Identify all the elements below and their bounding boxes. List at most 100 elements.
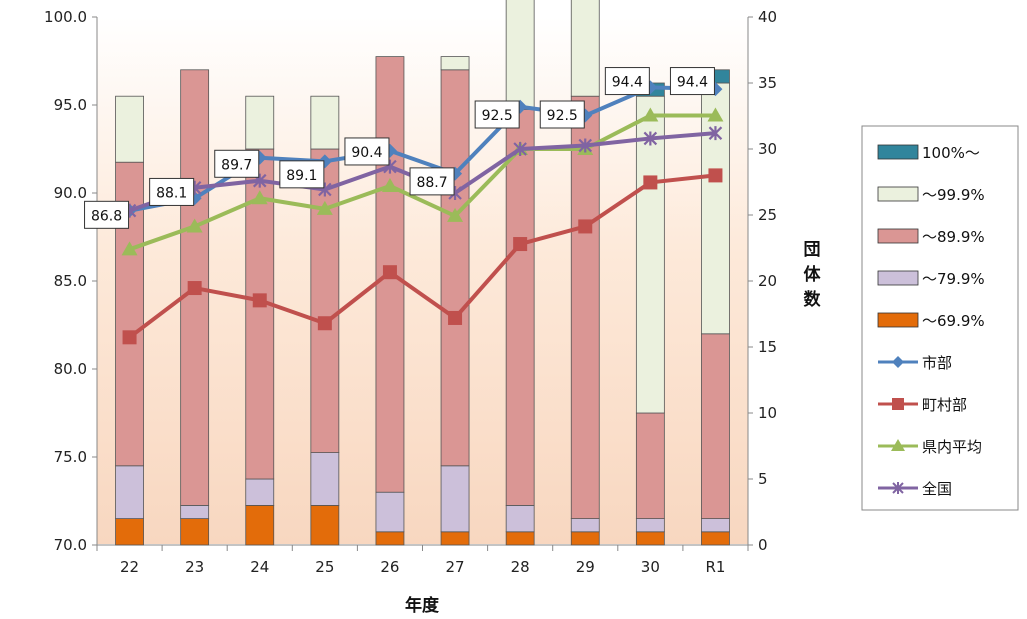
x-axis-title: 年度 — [405, 595, 440, 616]
bar-segment — [440, 56, 470, 71]
right-axis-title-char: 団 — [804, 240, 821, 260]
bar-segment — [310, 504, 340, 546]
right-tick-label: 10 — [758, 404, 777, 422]
bar-segment — [701, 531, 730, 546]
x-tick-label: 22 — [120, 558, 139, 576]
data-point — [708, 126, 723, 141]
right-tick-label: 20 — [758, 272, 777, 290]
right-tick-label: 35 — [758, 74, 777, 92]
bar-segment — [570, 95, 600, 519]
left-tick-label: 70.0 — [54, 536, 87, 554]
bar-segment — [701, 333, 730, 519]
right-axis-title-char: 数 — [804, 289, 822, 310]
x-tick-label: 29 — [576, 558, 595, 576]
x-axis-ticks: 22 23 24 25 26 27 28 29 30 R1 — [96, 545, 749, 576]
bar-segment — [180, 504, 210, 519]
data-point — [513, 142, 527, 156]
bar-segment — [245, 478, 275, 506]
bar-segment — [245, 504, 275, 546]
data-point — [448, 310, 463, 325]
data-label: 94.4 — [612, 75, 643, 91]
bar-segment — [505, 531, 535, 546]
left-tick-label: 75.0 — [54, 448, 87, 466]
legend-label: 町村部 — [922, 396, 967, 414]
left-tick-label: 100.0 — [44, 8, 87, 26]
x-tick-label: 25 — [315, 558, 334, 576]
bar-segment — [440, 531, 470, 546]
bar-segment — [635, 412, 665, 519]
data-label: 90.4 — [351, 145, 382, 161]
x-tick-label: 26 — [380, 558, 399, 576]
bar-segment — [115, 465, 144, 519]
data-point — [643, 175, 658, 190]
legend-label: 県内平均 — [922, 438, 982, 456]
left-tick-label: 85.0 — [54, 272, 87, 290]
legend-swatch — [877, 312, 919, 328]
data-label: 92.5 — [482, 108, 513, 124]
data-label: 88.1 — [156, 185, 187, 201]
data-point — [708, 168, 723, 183]
right-axis-title-char: 体 — [804, 264, 822, 285]
bar-segment — [440, 69, 470, 467]
left-tick-label: 95.0 — [54, 96, 87, 114]
legend-swatch — [877, 186, 919, 202]
legend-marker — [892, 398, 904, 410]
legend-label: 全国 — [922, 480, 952, 498]
data-label: 88.7 — [416, 175, 447, 191]
right-tick-label: 25 — [758, 206, 777, 224]
bar-segment — [115, 518, 144, 546]
data-label-box — [344, 137, 390, 166]
series-line — [128, 173, 716, 339]
legend-swatch — [877, 228, 919, 244]
legend-label: 100%～ — [922, 144, 980, 162]
bar-segment — [245, 95, 275, 150]
data-point — [121, 241, 138, 256]
data-point — [447, 207, 464, 222]
bar-segment — [505, 0, 535, 110]
data-point — [186, 218, 203, 233]
legend-label: ～99.9% — [922, 186, 985, 204]
data-label-box — [409, 167, 455, 196]
data-label: 89.1 — [286, 168, 317, 184]
right-tick-label: 30 — [758, 140, 777, 158]
data-point — [382, 265, 397, 280]
x-tick-label: R1 — [705, 558, 725, 576]
left-axis-ticks: 70.0 75.0 80.0 85.0 90.0 95.0 100.0 — [44, 8, 97, 554]
bar-segment — [505, 504, 535, 533]
bar-segment — [635, 518, 665, 533]
data-labels: 86.8 88.1 89.7 89.1 90.4 88.7 92.5 92.5 94.4 94.4 — [84, 67, 715, 229]
bar-segment — [180, 518, 210, 546]
bar-segment — [375, 531, 405, 546]
data-label-box — [669, 67, 715, 96]
x-tick-label: 24 — [250, 558, 269, 576]
data-label-box — [84, 200, 130, 229]
x-tick-label: 30 — [641, 558, 660, 576]
data-point — [317, 316, 332, 331]
bar-segment — [635, 531, 665, 546]
right-tick-label: 40 — [758, 8, 777, 26]
data-point — [513, 237, 528, 252]
data-label-box — [214, 149, 260, 178]
data-point — [642, 107, 659, 122]
data-label-box — [474, 100, 520, 129]
series-line — [128, 113, 716, 252]
bar-segment — [310, 95, 340, 150]
data-label-box — [149, 177, 195, 206]
bar-segment — [635, 95, 665, 414]
bar-segment — [115, 95, 144, 163]
bar-segment — [310, 148, 340, 454]
bar-segment — [375, 491, 405, 533]
series-line — [129, 85, 716, 213]
x-tick-label: 27 — [446, 558, 465, 576]
legend-marker — [892, 482, 904, 494]
legend-label: 市部 — [922, 354, 952, 372]
data-point — [122, 330, 137, 345]
data-point — [643, 131, 658, 146]
data-point — [252, 293, 267, 308]
right-axis-ticks: 0 5 10 15 20 25 30 35 40 — [748, 8, 777, 554]
bar-segment — [570, 0, 600, 97]
left-tick-label: 80.0 — [54, 360, 87, 378]
bar-segment — [570, 531, 600, 546]
